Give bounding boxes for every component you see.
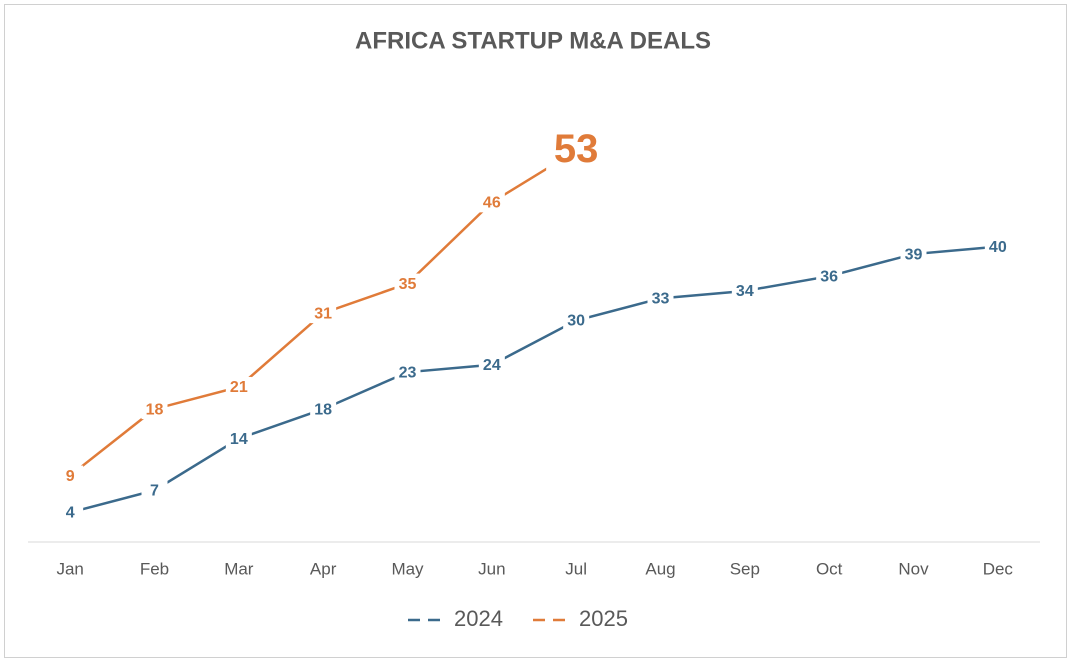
- x-tick-label: Jun: [478, 559, 505, 578]
- data-label: 24: [483, 357, 501, 374]
- label-background: [394, 273, 421, 294]
- data-label: 30: [567, 313, 585, 330]
- data-label: 35: [399, 276, 417, 293]
- x-tick-label: Jan: [56, 559, 83, 578]
- data-label: 34: [736, 283, 754, 300]
- data-label: 4: [66, 505, 75, 522]
- x-tick-label: Sep: [730, 559, 760, 578]
- x-tick-label: Apr: [310, 559, 337, 578]
- x-tick-label: Dec: [983, 559, 1014, 578]
- x-tick-label: Mar: [224, 559, 254, 578]
- x-tick-label: Oct: [816, 559, 843, 578]
- data-label: 9: [66, 468, 75, 485]
- x-tick-label: Nov: [898, 559, 929, 578]
- label-background: [900, 244, 927, 265]
- data-label: 21: [230, 379, 248, 396]
- x-tick-label: Jul: [565, 559, 587, 578]
- data-label: 46: [483, 195, 501, 212]
- x-tick-label: May: [391, 559, 424, 578]
- label-background: [394, 362, 421, 383]
- series-line: [69, 245, 998, 514]
- data-label: 14: [230, 431, 248, 448]
- data-label: 40: [989, 239, 1007, 256]
- label-background: [731, 280, 758, 301]
- data-label: 18: [146, 401, 164, 418]
- label-background: [647, 288, 674, 309]
- label-background: [984, 236, 1011, 257]
- data-label: 36: [820, 268, 838, 285]
- x-tick-label: Feb: [140, 559, 169, 578]
- label-background: [141, 399, 168, 420]
- data-label: 33: [652, 291, 670, 308]
- label-background: [225, 376, 252, 397]
- chart-frame: [4, 4, 1067, 658]
- data-label: 31: [314, 305, 332, 322]
- label-background: [546, 130, 607, 171]
- data-label: 53: [554, 127, 599, 171]
- label-background: [57, 465, 84, 486]
- label-background: [816, 266, 843, 287]
- data-label: 7: [150, 483, 159, 500]
- label-background: [563, 310, 590, 331]
- label-background: [478, 354, 505, 375]
- label-background: [57, 502, 84, 523]
- label-background: [225, 428, 252, 449]
- chart-title: AFRICA STARTUP M&A DEALS: [355, 27, 711, 54]
- label-background: [141, 480, 168, 501]
- legend-label: 2024: [454, 606, 503, 631]
- label-background: [310, 399, 337, 420]
- x-tick-label: Aug: [645, 559, 675, 578]
- data-label: 39: [905, 246, 923, 263]
- legend-label: 2025: [579, 606, 628, 631]
- data-label: 18: [314, 401, 332, 418]
- label-background: [310, 303, 337, 324]
- label-background: [478, 192, 505, 213]
- data-label: 23: [399, 364, 417, 381]
